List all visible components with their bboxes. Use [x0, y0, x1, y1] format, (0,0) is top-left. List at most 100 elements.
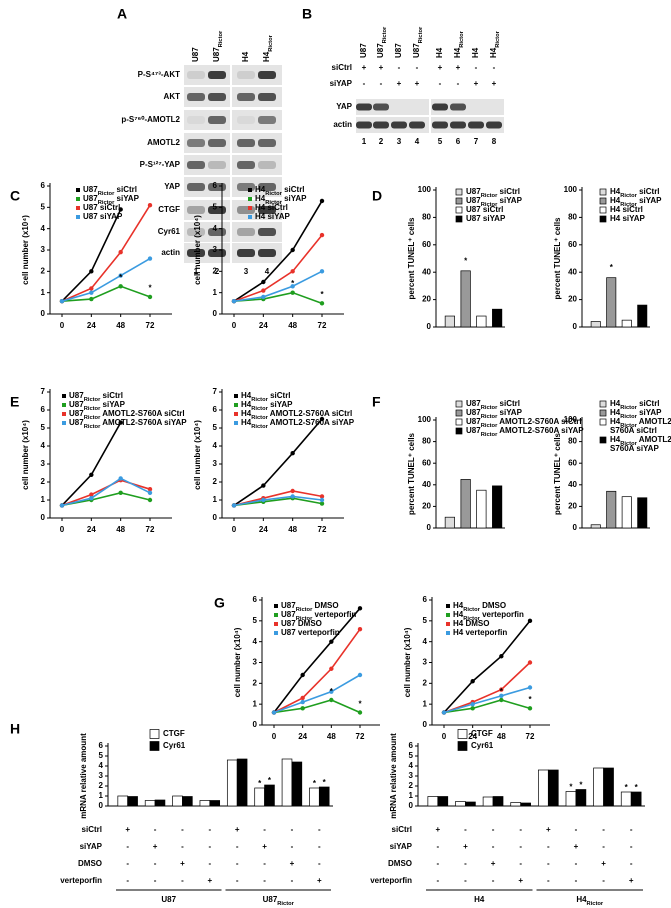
- lane-header: U87Rictor: [212, 30, 223, 62]
- blot-strip: [184, 243, 282, 263]
- legend-label: H4Rictor AMOTL2-S760A siYAP: [241, 418, 355, 429]
- series-line: [443, 620, 531, 714]
- legend-marker: [248, 197, 252, 201]
- lane-number: 4: [415, 137, 420, 146]
- y-tick-label: 1: [99, 791, 104, 800]
- blot-row-label: YAP: [164, 182, 180, 191]
- y-tick-label: 3: [213, 459, 218, 468]
- band: [409, 121, 425, 129]
- legend-label: U87Rictor siYAP: [83, 194, 140, 205]
- y-tick-label: 0: [41, 513, 46, 522]
- bar: [590, 321, 601, 328]
- blot-row-label: CTGF: [158, 205, 180, 214]
- series-line: [233, 234, 323, 302]
- band: [258, 206, 276, 214]
- treatment-sign: +: [518, 876, 523, 885]
- treatment-sign: +: [235, 825, 240, 834]
- treatment-sign: -: [519, 825, 522, 834]
- band: [450, 103, 466, 111]
- y-tick-label: 2: [409, 781, 414, 790]
- band: [468, 121, 484, 129]
- treatment-sign: -: [318, 825, 321, 834]
- condition-sign: -: [457, 79, 460, 88]
- bar: [520, 802, 531, 807]
- bar: [444, 516, 455, 529]
- x-tick-label: 0: [232, 321, 237, 330]
- bar: [606, 490, 617, 529]
- y-tick-label: 4: [41, 441, 46, 450]
- condition-sign: -: [475, 63, 478, 72]
- legend-marker: [455, 400, 463, 408]
- y-tick-label: 5: [41, 202, 46, 211]
- series-line: [273, 628, 361, 714]
- lane-number: 4: [265, 267, 270, 276]
- treatment-sign: -: [436, 876, 439, 885]
- series-line: [233, 200, 323, 302]
- treatment-sign: -: [154, 876, 157, 885]
- treatment-sign: -: [181, 825, 184, 834]
- condition-sign: -: [363, 79, 366, 88]
- legend-label: U87 siCtrl: [466, 205, 503, 214]
- y-tick-label: 6: [213, 181, 218, 190]
- band: [237, 183, 255, 191]
- treatment-sign: -: [575, 876, 578, 885]
- data-point: [499, 697, 504, 703]
- bar: [444, 315, 455, 328]
- legend-marker: [455, 197, 463, 205]
- data-point: [499, 654, 504, 659]
- y-axis-label: cell number (x10⁴): [21, 215, 30, 285]
- y-tick-label: 0: [427, 523, 432, 532]
- legend-label: U87Rictor siCtrl: [69, 391, 123, 402]
- y-tick-label: 3: [253, 658, 258, 667]
- y-tick-label: 20: [568, 295, 577, 304]
- bar: [492, 485, 503, 529]
- y-tick-label: 100: [564, 185, 578, 194]
- legend-marker: [599, 215, 607, 223]
- legend-marker: [446, 604, 450, 608]
- legend-label: Cyr61: [163, 741, 186, 750]
- legend-marker: [274, 622, 278, 626]
- legend-marker: [62, 412, 66, 416]
- treatment-sign: -: [602, 842, 605, 851]
- legend-marker: [457, 741, 468, 751]
- data-point: [470, 701, 475, 707]
- treatment-sign: -: [575, 825, 578, 834]
- y-tick-label: 6: [423, 595, 428, 604]
- y-tick-label: 40: [568, 480, 577, 489]
- data-point: [441, 710, 447, 715]
- x-tick-label: 0: [272, 732, 277, 741]
- treatment-sign: +: [491, 859, 496, 868]
- y-tick-label: 3: [41, 245, 46, 254]
- y-tick-label: 60: [568, 240, 577, 249]
- x-tick-label: 48: [288, 525, 297, 534]
- data-point: [290, 488, 295, 494]
- data-point: [89, 296, 94, 302]
- condition-sign: -: [416, 63, 419, 72]
- blot-row-label: YAP: [336, 102, 352, 111]
- band: [187, 249, 205, 257]
- y-tick-label: 1: [213, 495, 218, 504]
- series-line: [233, 497, 323, 507]
- y-tick-label: 40: [422, 267, 431, 276]
- treatment-label: verteporfin: [60, 876, 102, 885]
- legend-marker: [274, 604, 278, 608]
- lane-number: 2: [379, 137, 384, 146]
- legend-marker: [455, 418, 463, 426]
- y-tick-label: 2: [253, 678, 258, 687]
- data-point: [319, 501, 325, 506]
- bar: [538, 769, 549, 807]
- x-tick-label: 24: [87, 525, 96, 534]
- legend-marker: [76, 188, 80, 192]
- y-tick-label: 4: [41, 224, 46, 233]
- y-tick-label: 100: [418, 415, 432, 424]
- lane-header: H4Rictor: [262, 34, 273, 62]
- legend-marker: [599, 436, 607, 444]
- annotation: *: [635, 783, 639, 792]
- lane-number: 2: [215, 267, 220, 276]
- data-point: [147, 294, 153, 300]
- treatment-sign: +: [125, 825, 130, 834]
- band: [356, 121, 372, 129]
- legend-marker: [599, 197, 607, 205]
- treatment-sign: -: [547, 842, 550, 851]
- legend-marker: [76, 206, 80, 210]
